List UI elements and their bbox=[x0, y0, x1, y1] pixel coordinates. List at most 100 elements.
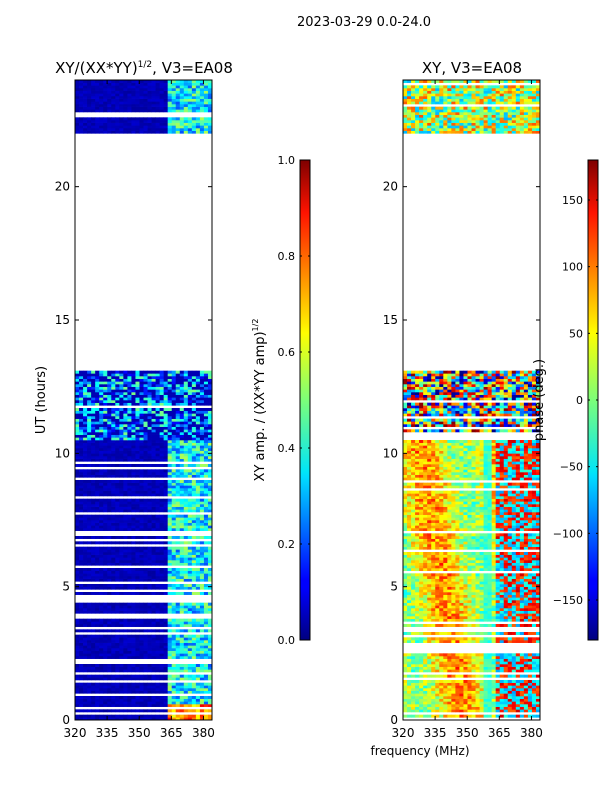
heatmap-cell bbox=[179, 621, 185, 625]
heatmap-cell bbox=[155, 378, 161, 382]
heatmap-cell bbox=[127, 629, 132, 633]
heatmap-cell bbox=[131, 122, 136, 126]
heatmap-cell bbox=[171, 125, 177, 129]
heatmap-cell bbox=[431, 658, 436, 662]
heatmap-cell bbox=[199, 109, 205, 113]
heatmap-cell bbox=[175, 586, 181, 590]
heatmap-cell bbox=[143, 629, 148, 633]
heatmap-cell bbox=[91, 413, 96, 417]
heatmap-cell bbox=[171, 130, 177, 134]
heatmap-cell bbox=[143, 482, 148, 486]
heatmap-cell bbox=[139, 424, 144, 427]
heatmap-cell bbox=[151, 602, 156, 606]
heatmap-cell bbox=[195, 701, 201, 705]
heatmap-cell bbox=[419, 632, 424, 635]
heatmap-cell bbox=[175, 109, 181, 113]
heatmap-cell bbox=[115, 416, 120, 419]
heatmap-cell bbox=[483, 690, 489, 694]
heatmap-cell bbox=[95, 474, 100, 478]
heatmap-cell bbox=[127, 413, 132, 417]
heatmap-cell bbox=[87, 378, 92, 382]
heatmap-cell bbox=[531, 709, 537, 713]
heatmap-cell bbox=[503, 656, 509, 659]
heatmap-cell bbox=[95, 93, 100, 97]
heatmap-cell bbox=[511, 680, 517, 683]
heatmap-cell bbox=[467, 664, 472, 667]
heatmap-cell bbox=[115, 666, 120, 670]
heatmap-cell bbox=[159, 90, 165, 94]
heatmap-cell bbox=[91, 109, 96, 113]
heatmap-cell bbox=[123, 117, 128, 121]
heatmap-cell bbox=[507, 653, 513, 657]
heatmap-cell bbox=[151, 426, 156, 430]
heatmap-cell bbox=[75, 634, 80, 638]
heatmap-cell bbox=[87, 488, 92, 491]
heatmap-cell bbox=[183, 93, 189, 97]
heatmap-cell bbox=[199, 608, 205, 611]
heatmap-cell bbox=[199, 509, 205, 513]
heatmap-cell bbox=[175, 541, 181, 545]
heatmap-cell bbox=[175, 656, 181, 659]
heatmap-cell bbox=[87, 696, 92, 699]
heatmap-cell bbox=[483, 704, 489, 707]
heatmap-cell bbox=[123, 96, 128, 99]
heatmap-cell bbox=[79, 709, 84, 713]
heatmap-cell bbox=[199, 541, 205, 545]
heatmap-cell bbox=[143, 685, 148, 689]
heatmap-cell bbox=[523, 682, 529, 686]
heatmap-cell bbox=[139, 586, 144, 590]
heatmap-cell bbox=[107, 640, 112, 643]
heatmap-cell bbox=[147, 618, 152, 622]
heatmap-cell bbox=[535, 709, 540, 713]
heatmap-cell bbox=[163, 442, 169, 446]
heatmap-cell bbox=[135, 621, 140, 625]
heatmap-cell bbox=[155, 416, 161, 419]
heatmap-cell bbox=[155, 389, 161, 393]
heatmap-cell bbox=[147, 509, 152, 513]
heatmap-cell bbox=[207, 109, 212, 113]
heatmap-cell bbox=[175, 469, 181, 473]
heatmap-cell bbox=[123, 130, 128, 134]
heatmap-cell bbox=[131, 656, 136, 659]
heatmap-cell bbox=[503, 640, 509, 643]
heatmap-cell bbox=[179, 610, 185, 614]
heatmap-cell bbox=[119, 450, 124, 454]
heatmap-cell bbox=[179, 392, 185, 395]
heatmap-cell bbox=[103, 546, 108, 550]
heatmap-cell bbox=[119, 696, 124, 699]
heatmap-cell bbox=[443, 653, 448, 657]
heatmap-cell bbox=[103, 669, 108, 673]
heatmap-cell bbox=[179, 456, 185, 459]
heatmap-cell bbox=[523, 706, 529, 710]
heatmap-cell bbox=[187, 90, 193, 94]
heatmap-cell bbox=[155, 541, 161, 545]
heatmap-cell bbox=[207, 445, 212, 449]
heatmap-cell bbox=[179, 453, 185, 457]
heatmap-cell bbox=[535, 714, 540, 718]
heatmap-cell bbox=[159, 488, 165, 491]
heatmap-cell bbox=[179, 109, 185, 113]
heatmap-cell bbox=[99, 562, 104, 566]
heatmap-cell bbox=[187, 392, 193, 395]
heatmap-cell bbox=[103, 413, 108, 417]
heatmap-cell bbox=[207, 448, 212, 451]
heatmap-cell bbox=[207, 573, 212, 577]
heatmap-cell bbox=[199, 664, 205, 667]
heatmap-cell bbox=[135, 93, 140, 97]
heatmap-cell bbox=[203, 685, 209, 689]
heatmap-cell bbox=[107, 424, 112, 427]
heatmap-cell bbox=[439, 656, 444, 659]
heatmap-cell bbox=[115, 402, 120, 406]
heatmap-cell bbox=[207, 394, 212, 398]
heatmap-cell bbox=[111, 488, 116, 491]
heatmap-cell bbox=[123, 493, 128, 497]
heatmap-cell bbox=[115, 120, 120, 123]
heatmap-cell bbox=[99, 690, 104, 694]
heatmap-cell bbox=[151, 384, 156, 387]
heatmap-cell bbox=[167, 101, 173, 105]
heatmap-cell bbox=[107, 560, 112, 563]
heatmap-cell bbox=[143, 570, 148, 574]
heatmap-cell bbox=[523, 698, 529, 702]
heatmap-cell bbox=[79, 384, 84, 387]
heatmap-cell bbox=[195, 677, 201, 681]
